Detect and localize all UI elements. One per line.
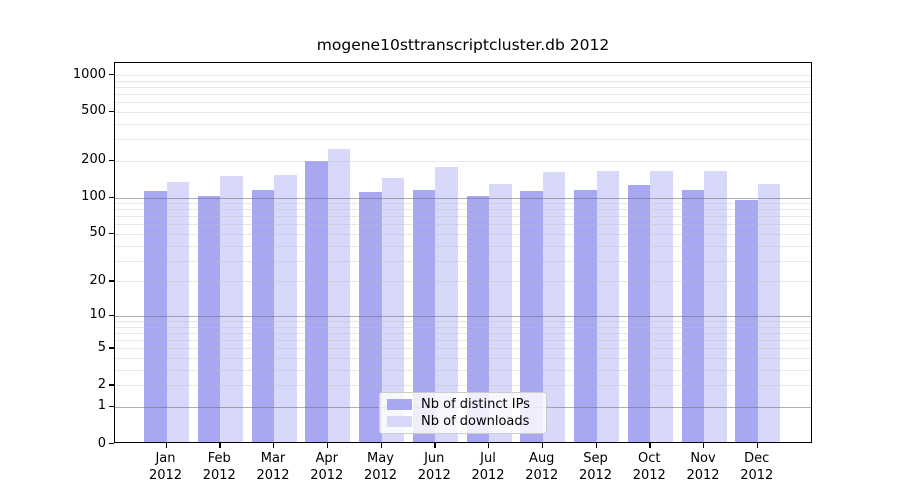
legend-swatch-downloads — [387, 416, 412, 427]
y-tick-mark-50 — [109, 232, 114, 235]
x-tick-label-apr: Apr 2012 — [310, 451, 344, 483]
y-tick-label-10: 10 — [89, 307, 106, 323]
y-tick-label-50: 50 — [89, 225, 106, 241]
bar-nb-of-downloads-nov — [704, 170, 727, 442]
x-tick-mark-may — [380, 443, 382, 448]
y-tick-mark-5 — [109, 347, 114, 349]
x-tick-mark-nov — [703, 443, 705, 448]
x-tick-label-mar: Mar 2012 — [256, 451, 290, 483]
y-tick-label-200: 200 — [81, 152, 106, 168]
bar-nb-of-downloads-aug — [542, 172, 566, 442]
chart-title: mogene10sttranscriptcluster.db 2012 — [316, 36, 610, 54]
legend-label-distinct-ips: Nb of distinct IPs — [421, 397, 530, 412]
x-tick-mark-jan — [165, 443, 167, 448]
y-tick-label-100: 100 — [81, 189, 106, 204]
legend-label-downloads: Nb of downloads — [421, 414, 530, 429]
y-tick-label-2: 2 — [97, 376, 106, 392]
y-tick-mark-10 — [109, 314, 114, 317]
bar-nb-of-downloads-jan — [166, 181, 189, 442]
y-tick-label-1000: 1000 — [72, 66, 106, 82]
bar-nb-of-distinct-ips-apr — [305, 161, 328, 442]
y-tick-mark-0 — [109, 443, 114, 445]
y-tick-label-5: 5 — [97, 339, 106, 355]
y-tick-mark-2 — [109, 384, 114, 386]
x-tick-label-jul: Jul 2012 — [471, 451, 505, 483]
x-tick-label-may: May 2012 — [363, 451, 398, 483]
x-tick-label-feb: Feb 2012 — [202, 451, 236, 483]
bar-nb-of-distinct-ips-jun — [412, 189, 436, 442]
x-tick-mark-jun — [434, 443, 436, 448]
y-tick-mark-100 — [109, 196, 114, 198]
x-tick-mark-aug — [541, 443, 544, 448]
bar-nb-of-downloads-jun — [435, 167, 458, 442]
x-tick-mark-dec — [756, 443, 759, 448]
y-tick-label-20: 20 — [89, 272, 106, 288]
bar-nb-of-distinct-ips-oct — [627, 184, 651, 442]
y-tick-label-0: 0 — [97, 435, 106, 451]
y-tick-mark-500 — [109, 110, 114, 113]
legend-row-distinct-ips: Nb of distinct IPs — [387, 397, 539, 412]
y-tick-mark-1000 — [109, 74, 114, 76]
x-tick-label-sep: Sep 2012 — [578, 451, 613, 483]
bar-nb-of-downloads-sep — [596, 170, 619, 442]
bar-nb-of-downloads-dec — [757, 183, 781, 442]
legend-swatch-distinct-ips — [387, 399, 412, 410]
x-tick-mark-jul — [488, 443, 490, 448]
bar-nb-of-distinct-ips-jan — [144, 191, 167, 442]
bar-nb-of-distinct-ips-feb — [197, 195, 221, 442]
y-tick-mark-200 — [109, 159, 114, 162]
plot-area — [114, 62, 812, 443]
x-tick-label-jan: Jan 2012 — [148, 451, 183, 483]
bar-nb-of-distinct-ips-may — [359, 191, 382, 442]
bar-nb-of-downloads-jul — [489, 183, 512, 442]
x-tick-label-oct: Oct 2012 — [632, 451, 666, 483]
bar-nb-of-distinct-ips-sep — [574, 190, 597, 442]
x-tick-label-jun: Jun 2012 — [417, 451, 451, 483]
legend: Nb of distinct IPs Nb of downloads — [379, 392, 547, 434]
x-tick-mark-mar — [273, 443, 275, 448]
bar-nb-of-distinct-ips-jul — [466, 196, 489, 442]
bar-nb-of-distinct-ips-mar — [251, 190, 274, 442]
legend-row-downloads: Nb of downloads — [387, 414, 539, 429]
bars-layer — [115, 63, 811, 442]
y-tick-label-500: 500 — [81, 103, 106, 119]
y-tick-mark-20 — [109, 280, 114, 282]
bar-nb-of-downloads-may — [381, 177, 404, 442]
y-tick-mark-1 — [109, 405, 114, 408]
x-tick-label-dec: Dec 2012 — [740, 451, 774, 483]
x-tick-mark-feb — [219, 443, 221, 448]
bar-nb-of-distinct-ips-dec — [735, 199, 758, 442]
bar-nb-of-downloads-apr — [327, 149, 351, 442]
x-tick-mark-oct — [649, 443, 651, 448]
bar-nb-of-downloads-feb — [220, 175, 243, 442]
bar-nb-of-downloads-oct — [650, 170, 673, 442]
bar-nb-of-distinct-ips-nov — [681, 190, 704, 442]
x-tick-label-aug: Aug 2012 — [525, 451, 559, 483]
x-tick-mark-apr — [326, 443, 329, 448]
x-tick-mark-sep — [595, 443, 597, 448]
y-tick-label-1: 1 — [97, 398, 106, 414]
x-tick-label-nov: Nov 2012 — [686, 451, 720, 483]
bar-nb-of-downloads-mar — [274, 175, 297, 442]
